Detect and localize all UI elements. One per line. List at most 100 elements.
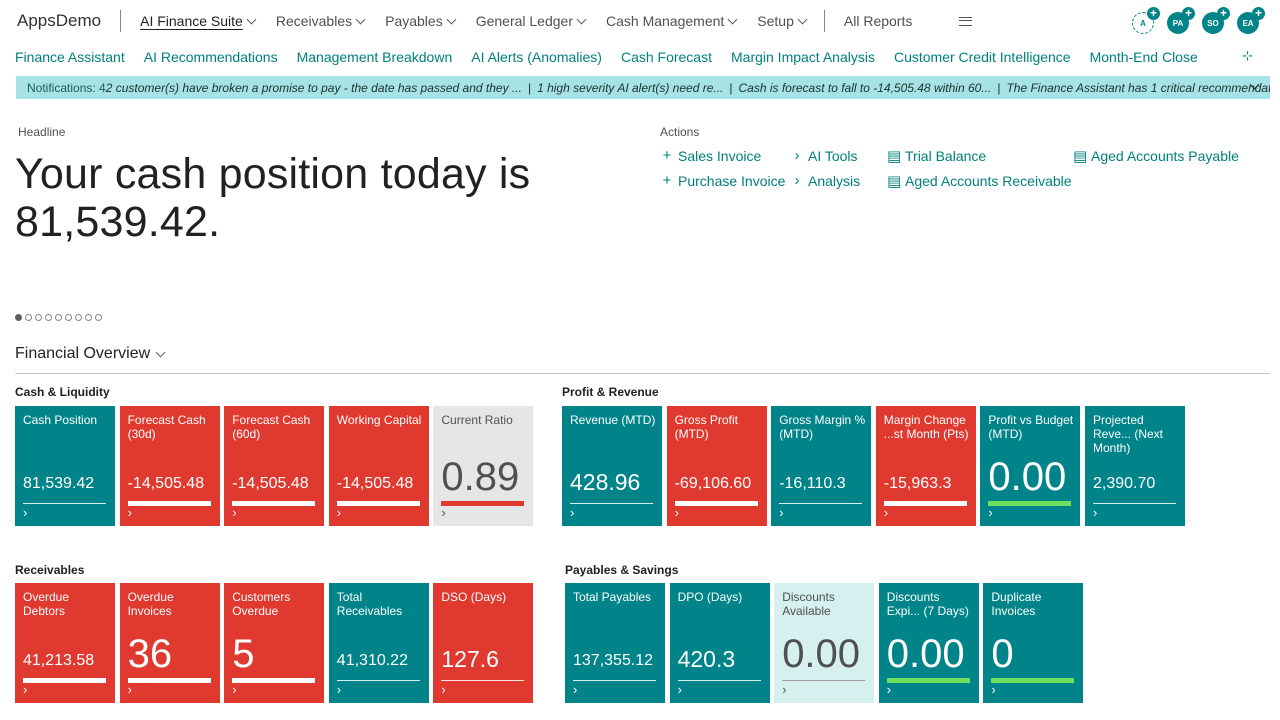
kpi-tile[interactable]: Forecast Cash (60d) -14,505.48 › — [224, 406, 325, 526]
tile-name: Margin Change ...st Month (Pts) — [883, 413, 969, 441]
chevron-right-icon[interactable]: › — [23, 682, 28, 697]
subnav-cash-forecast[interactable]: Cash Forecast — [620, 49, 712, 65]
notification-separator: | — [527, 80, 532, 95]
chevron-right-icon[interactable]: › — [1093, 505, 1098, 520]
pager-dot[interactable] — [95, 314, 102, 321]
action-label: AI Tools — [808, 147, 858, 164]
chevron-right-icon[interactable]: › — [674, 505, 679, 520]
pager-dot[interactable] — [35, 314, 42, 321]
kpi-tile[interactable]: Gross Profit (MTD) -69,106.60 › — [666, 406, 767, 526]
menu-cash-management[interactable]: Cash Management — [606, 13, 738, 29]
chevron-right-icon[interactable]: › — [232, 682, 237, 697]
kpi-tile[interactable]: Duplicate Invoices 0 › — [983, 583, 1084, 703]
chevron-right-icon[interactable]: › — [886, 682, 892, 697]
subnav-customer-credit-intelligence[interactable]: Customer Credit Intelligence — [893, 49, 1071, 65]
action-aged-accounts-payable[interactable]: ▤ Aged Accounts Payable — [1073, 147, 1239, 165]
avatar-so[interactable]: SO + — [1199, 6, 1231, 36]
notification-message[interactable]: 1 high severity AI alert(s) need re... — [537, 80, 724, 95]
subnav-management-breakdown[interactable]: Management Breakdown — [296, 49, 453, 65]
menu-ai-finance-suite[interactable]: AI Finance Suite — [140, 13, 257, 29]
pin-icon[interactable]: ⊹ — [1242, 48, 1253, 63]
subnav-month-end-close[interactable]: Month-End Close — [1089, 49, 1198, 65]
notification-count[interactable]: Notifications: 4 — [27, 80, 106, 95]
pager-dot[interactable] — [75, 314, 82, 321]
kpi-tile[interactable]: Working Capital -14,505.48 › — [328, 406, 429, 526]
menu-receivables[interactable]: Receivables — [276, 13, 366, 29]
chevron-right-icon[interactable]: › — [127, 682, 132, 697]
notification-message[interactable]: Cash is forecast to fall to -14,505.48 w… — [738, 80, 992, 95]
menu-payables[interactable]: Payables — [385, 13, 457, 29]
chevron-right-icon[interactable]: › — [127, 505, 132, 520]
pager-dot[interactable] — [65, 314, 72, 321]
chevron-right-icon[interactable]: › — [883, 505, 889, 520]
notification-message[interactable]: 2 customer(s) have broken a promise to p… — [105, 80, 522, 95]
chevron-right-icon[interactable]: › — [23, 505, 28, 520]
subnav-finance-assistant[interactable]: Finance Assistant — [15, 49, 125, 65]
kpi-tile[interactable]: Gross Margin % (MTD) -16,110.3 › — [771, 406, 872, 526]
kpi-tile[interactable]: Total Payables 137,355.12 › — [565, 583, 665, 703]
kpi-tile[interactable]: Current Ratio 0.89 › — [433, 406, 534, 526]
chevron-right-icon[interactable]: › — [232, 505, 237, 520]
menu-all-reports[interactable]: All Reports — [843, 13, 913, 29]
notification-message[interactable]: The Finance Assistant has 1 critical rec… — [1006, 80, 1270, 95]
chevron-right-icon[interactable]: › — [677, 682, 682, 697]
chevron-right-icon[interactable]: › — [570, 505, 575, 520]
pager-dot[interactable] — [45, 314, 52, 321]
chevron-right-icon[interactable]: › — [779, 505, 784, 520]
chevron-right-icon[interactable]: › — [441, 682, 446, 697]
app-name[interactable]: AppsDemo — [17, 11, 102, 30]
chevron-right-icon[interactable]: › — [988, 505, 993, 520]
avatar-ea[interactable]: EA + — [1234, 6, 1266, 36]
avatar-a[interactable]: A + — [1129, 6, 1161, 36]
chevron-right-icon[interactable]: › — [336, 682, 342, 697]
menu-setup[interactable]: Setup — [757, 13, 808, 29]
chevron-right-icon[interactable]: › — [782, 682, 787, 697]
kpi-tile[interactable]: Profit vs Budget (MTD) 0.00 › — [980, 406, 1081, 526]
kpi-tile[interactable]: Overdue Invoices 36 › — [119, 583, 220, 703]
action-ai-tools[interactable]: › AI Tools — [790, 147, 858, 164]
tile-value: -15,963.3 — [883, 475, 952, 492]
action-sales-invoice[interactable]: + Sales Invoice — [660, 147, 762, 164]
notification-bar: Notifications: 4 2 customer(s) have brok… — [16, 76, 1270, 99]
chevron-right-icon[interactable]: › — [991, 682, 996, 697]
kpi-tile[interactable]: Customers Overdue 5 › — [224, 583, 325, 703]
kpi-tile[interactable]: Margin Change ...st Month (Pts) -15,963.3… — [875, 406, 976, 526]
action-trial-balance[interactable]: ▤ Trial Balance — [887, 147, 986, 165]
tile-name: Discounts Expi... (7 Days) — [886, 590, 969, 618]
chevron-right-icon[interactable]: › — [441, 505, 446, 520]
kpi-tile[interactable]: Discounts Available 0.00 › — [774, 583, 875, 703]
tile-name: DSO (Days) — [441, 590, 507, 604]
action-analysis[interactable]: › Analysis — [790, 172, 861, 189]
tile-name: Projected Reve... (Next Month) — [1093, 413, 1164, 455]
pager-dot[interactable] — [25, 314, 32, 321]
tile-value: 127.6 — [441, 646, 499, 672]
chevron-right-icon[interactable]: › — [336, 505, 342, 520]
tile-value: 41,213.58 — [23, 652, 95, 669]
kpi-tile[interactable]: Cash Position 81,539.42 › — [15, 406, 115, 526]
kpi-tile[interactable]: DPO (Days) 420.3 › — [669, 583, 770, 703]
chevron-right-icon[interactable]: › — [573, 682, 578, 697]
menu-general-ledger[interactable]: General Ledger — [476, 13, 587, 29]
action-purchase-invoice[interactable]: + Purchase Invoice — [660, 172, 786, 189]
pager-dot[interactable] — [55, 314, 62, 321]
pager-dot[interactable] — [85, 314, 92, 321]
divider — [120, 10, 122, 32]
kpi-tile[interactable]: Projected Reve... (Next Month) 2,390.70 › — [1085, 406, 1185, 526]
chevron-right-icon: › — [794, 147, 800, 164]
subnav-ai-recommendations[interactable]: AI Recommendations — [143, 49, 278, 65]
pager-dot[interactable] — [15, 314, 22, 321]
tile-value: 0.89 — [441, 455, 520, 499]
subnav-margin-impact-analysis[interactable]: Margin Impact Analysis — [731, 49, 875, 65]
kpi-tile[interactable]: Discounts Expi... (7 Days) 0.00 › — [878, 583, 979, 703]
avatar-pa[interactable]: PA + — [1164, 6, 1196, 36]
financial-overview-title[interactable]: Financial Overview — [15, 345, 166, 363]
kpi-tile[interactable]: Forecast Cash (30d) -14,505.48 › — [119, 406, 220, 526]
hamburger-icon[interactable] — [959, 16, 973, 26]
kpi-tile[interactable]: Total Receivables 41,310.22 › — [328, 583, 429, 703]
tile-value: 0 — [991, 632, 1014, 676]
kpi-tile[interactable]: DSO (Days) 127.6 › — [433, 583, 534, 703]
subnav-ai-alerts[interactable]: AI Alerts (Anomalies) — [471, 49, 602, 65]
kpi-tile[interactable]: Overdue Debtors 41,213.58 › — [15, 583, 115, 703]
action-aged-accounts-receivable[interactable]: ▤ Aged Accounts Receivable — [887, 172, 1072, 190]
kpi-tile[interactable]: Revenue (MTD) 428.96 › — [562, 406, 662, 526]
